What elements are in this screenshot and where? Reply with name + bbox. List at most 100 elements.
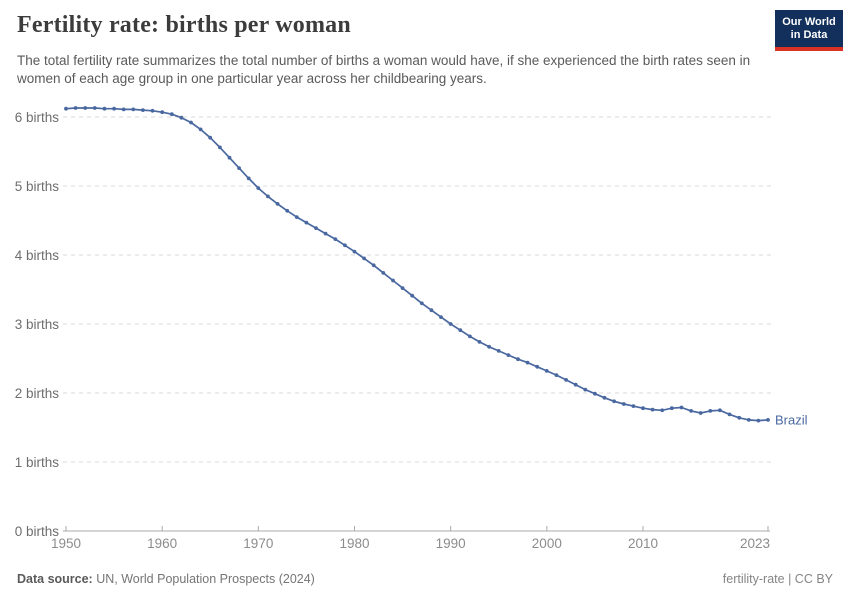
series-point xyxy=(573,382,578,387)
series-point xyxy=(669,406,674,411)
series-point xyxy=(593,391,597,396)
series-point xyxy=(660,408,665,413)
x-axis-tick-label: 1990 xyxy=(436,536,466,551)
y-axis-tick-label: 2 births xyxy=(15,386,60,401)
owid-logo-line1: Our World xyxy=(782,16,836,28)
series-point xyxy=(218,145,222,150)
page-title: Fertility rate: births per woman xyxy=(17,12,351,38)
series-point xyxy=(362,256,366,261)
owid-logo[interactable]: Our World in Data xyxy=(775,10,843,51)
series-point xyxy=(535,364,540,369)
series-point xyxy=(612,399,616,404)
series-point xyxy=(381,271,386,275)
data-source-note: Data source: UN, World Population Prospe… xyxy=(17,572,315,586)
series-point xyxy=(333,237,338,242)
x-axis-tick-label: 1970 xyxy=(243,536,273,551)
series-point xyxy=(631,404,636,408)
y-axis-tick-label: 0 births xyxy=(15,524,60,539)
license-note[interactable]: fertility-rate | CC BY xyxy=(722,572,833,586)
series-point xyxy=(602,395,607,400)
series-point xyxy=(458,328,463,333)
series-point xyxy=(294,215,299,219)
series-point xyxy=(121,107,126,112)
data-source-value: UN, World Population Prospects (2024) xyxy=(96,572,315,586)
series-point xyxy=(285,208,290,213)
series-point xyxy=(737,415,742,420)
series-line-brazil[interactable] xyxy=(65,107,769,422)
series-point xyxy=(468,334,472,339)
x-axis-tick-label: 1960 xyxy=(147,536,177,551)
series-point xyxy=(189,120,193,125)
series-point xyxy=(246,176,251,181)
series-point xyxy=(621,402,626,406)
series-point xyxy=(544,369,549,373)
y-axis-tick-label: 5 births xyxy=(15,179,60,194)
series-point xyxy=(352,249,357,254)
y-axis-tick-label: 1 births xyxy=(15,455,60,470)
series-point xyxy=(400,286,405,290)
series-point xyxy=(323,231,328,236)
series-point xyxy=(266,194,270,199)
series-point xyxy=(112,106,116,111)
chart-footer: Data source: UN, World Population Prospe… xyxy=(17,572,833,586)
data-source-label: Data source: xyxy=(17,572,93,586)
y-axis-tick-label: 6 births xyxy=(15,110,60,125)
series-point xyxy=(679,405,684,410)
chart-plot-area[interactable]: 0 births 1 births 2 births 3 births 4 births… xyxy=(0,95,850,555)
series-point xyxy=(564,378,568,382)
series-point xyxy=(583,387,588,392)
series-point xyxy=(73,106,78,110)
series-end-label[interactable]: Brazil xyxy=(775,412,808,427)
chart-subtitle: The total fertility rate summarizes the … xyxy=(17,53,751,86)
series-point xyxy=(169,112,174,117)
series-point xyxy=(227,155,232,160)
y-axis-tick-label: 3 births xyxy=(15,317,60,332)
series-point xyxy=(391,278,395,283)
series-point xyxy=(208,135,213,140)
series-point xyxy=(487,344,491,349)
series-point xyxy=(448,322,453,326)
series-point xyxy=(429,308,434,313)
series-point xyxy=(304,220,309,225)
series-point xyxy=(179,115,184,120)
series-point xyxy=(506,353,511,357)
series-point xyxy=(83,106,88,110)
series-point xyxy=(198,127,203,132)
owid-logo-line2: in Data xyxy=(790,29,828,41)
series-point xyxy=(689,409,693,413)
x-axis-tick-label: 2023 xyxy=(740,536,770,551)
series-point xyxy=(746,418,751,422)
series-point xyxy=(131,107,136,112)
series-point xyxy=(160,110,165,115)
fertility-line-chart[interactable]: 0 births 1 births 2 births 3 births 4 births… xyxy=(0,95,850,555)
series-point xyxy=(141,108,145,112)
series-point xyxy=(314,226,318,231)
series-point xyxy=(150,108,155,113)
y-axis-tick-label: 4 births xyxy=(15,248,60,263)
series-point xyxy=(516,357,520,362)
series-point xyxy=(477,340,482,344)
series-point xyxy=(698,411,703,415)
series-point xyxy=(496,349,501,353)
series-point xyxy=(275,202,280,206)
series-point xyxy=(419,301,424,306)
series-point xyxy=(525,360,530,365)
series-point xyxy=(718,408,722,413)
series-point xyxy=(64,106,68,111)
series-point xyxy=(92,106,97,110)
series-point xyxy=(650,407,655,412)
series-point xyxy=(371,263,376,268)
x-axis-tick-label: 2010 xyxy=(628,536,658,551)
series-point xyxy=(343,243,347,248)
series-point xyxy=(766,418,770,422)
series-point xyxy=(727,412,732,417)
x-axis-tick-label: 2000 xyxy=(532,536,562,551)
series-point xyxy=(410,293,415,298)
series-point xyxy=(102,106,107,111)
series-point xyxy=(554,373,559,377)
x-axis-tick-label: 1950 xyxy=(51,536,81,551)
series-point xyxy=(256,186,261,190)
series-point xyxy=(237,166,242,170)
series-point xyxy=(641,406,645,411)
